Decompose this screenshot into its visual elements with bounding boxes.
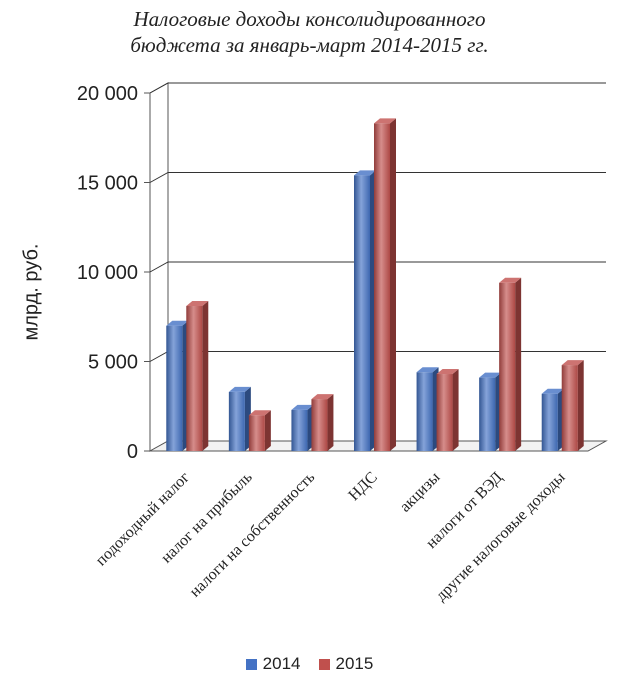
bar — [561, 365, 578, 451]
legend-swatch-2014 — [245, 658, 257, 670]
bar-top — [561, 360, 584, 366]
bar-top — [499, 277, 522, 283]
bar-top — [291, 404, 314, 410]
y-tick-label: 0 — [127, 441, 138, 463]
bar — [248, 415, 265, 451]
bar-top — [228, 386, 251, 392]
y-tick-label: 5 000 — [88, 352, 138, 374]
bar-side — [202, 301, 209, 451]
x-tick-label: акцизы — [397, 469, 444, 516]
bar-top — [416, 367, 439, 373]
bar — [374, 123, 390, 452]
bar — [311, 399, 328, 451]
chart-title: Налоговые доходы консолидированного бюдж… — [0, 6, 619, 58]
bar-top — [248, 410, 271, 416]
x-tick-label: налоги на собственность — [186, 469, 318, 601]
bar-side — [327, 394, 334, 451]
bar — [291, 409, 308, 451]
legend-label-2014: 2014 — [262, 654, 301, 673]
bar-top — [166, 320, 189, 326]
bar — [541, 393, 558, 451]
bar-top — [186, 301, 209, 307]
bar-top — [374, 118, 396, 124]
legend-label-2015: 2015 — [335, 654, 374, 673]
bar — [186, 306, 203, 451]
bar-side — [264, 410, 271, 451]
bar — [354, 175, 370, 451]
legend-item-2015: 2015 — [318, 654, 374, 674]
bar — [436, 374, 453, 451]
x-tick-label: НДС — [345, 469, 380, 504]
chart-title-line-1: Налоговые доходы консолидированного — [133, 7, 486, 31]
bar-top — [436, 369, 459, 375]
gridline — [149, 82, 606, 94]
bar — [499, 282, 516, 451]
bar-top — [311, 394, 334, 400]
bar — [416, 372, 433, 451]
bar — [228, 391, 245, 451]
bar-side — [515, 277, 522, 451]
y-tick-label: 15 000 — [77, 173, 138, 195]
chart-title-line-2: бюджета за январь-март 2014-2015 гг. — [130, 33, 489, 57]
bar-top — [354, 170, 376, 176]
x-tick-label: другие налоговые доходы — [433, 469, 569, 605]
legend: 2014 2015 — [0, 654, 619, 674]
legend-item-2014: 2014 — [245, 654, 301, 674]
bar — [166, 325, 183, 451]
y-tick-label: 10 000 — [77, 262, 138, 284]
legend-swatch-2015 — [318, 658, 330, 670]
bar-top — [541, 388, 564, 394]
bar — [479, 377, 496, 451]
bar-top — [479, 372, 502, 378]
bar-side — [390, 118, 396, 452]
gridline — [149, 172, 606, 183]
gridline — [149, 261, 606, 273]
bar-side — [452, 369, 459, 451]
bar-side — [577, 360, 584, 451]
y-tick-label: 20 000 — [77, 83, 138, 105]
